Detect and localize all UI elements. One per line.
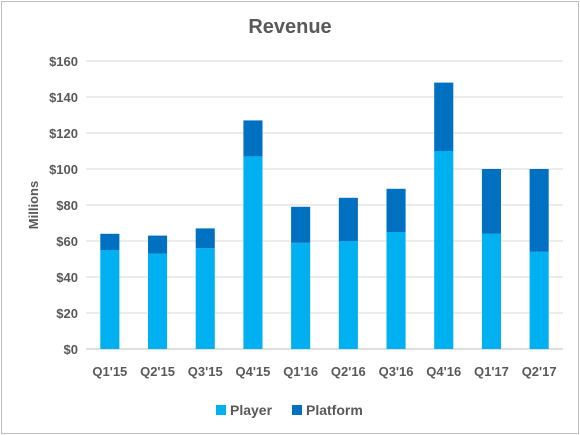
x-tick-label: Q1'15 [92, 364, 127, 379]
bar-player-2 [195, 248, 215, 349]
bars [100, 82, 549, 349]
x-tick-label: Q3'16 [379, 364, 414, 379]
bar-platform-1 [148, 235, 168, 254]
bar-player-1 [148, 253, 168, 349]
y-tick-label: $100 [49, 162, 78, 177]
bar-platform-0 [100, 233, 120, 250]
bar-player-5 [338, 241, 358, 349]
chart-title: Revenue [248, 16, 332, 38]
bar-player-9 [529, 251, 549, 349]
y-tick-label: $40 [56, 270, 78, 285]
bar-player-7 [434, 151, 454, 349]
bar-platform-9 [529, 169, 549, 252]
x-tick-label: Q1'16 [283, 364, 318, 379]
bar-player-8 [481, 233, 501, 349]
x-tick-label: Q4'15 [235, 364, 270, 379]
y-axis-ticks: $0 $20 $40 $60 $80 $100 $120 $140 $160 [49, 54, 78, 357]
y-tick-label: $140 [49, 90, 78, 105]
y-tick-label: $60 [56, 234, 78, 249]
bar-platform-8 [481, 169, 501, 234]
legend-swatch-platform [292, 405, 302, 415]
x-tick-label: Q4'16 [426, 364, 461, 379]
y-tick-label: $80 [56, 198, 78, 213]
y-tick-label: $160 [49, 54, 78, 69]
legend: Player Platform [216, 402, 363, 418]
bar-player-3 [243, 156, 263, 349]
y-tick-label: $20 [56, 306, 78, 321]
bar-player-4 [291, 242, 311, 349]
bar-platform-3 [243, 120, 263, 157]
x-tick-label: Q2'15 [140, 364, 175, 379]
x-tick-label: Q2'17 [522, 364, 557, 379]
y-tick-label: $120 [49, 126, 78, 141]
bar-platform-7 [434, 82, 454, 151]
x-axis-ticks: Q1'15 Q2'15 Q3'15 Q4'15 Q1'16 Q2'16 Q3'16 Q4'16… [92, 364, 556, 379]
y-axis-label: Millions [26, 181, 41, 229]
bar-platform-5 [338, 197, 358, 241]
bar-player-6 [386, 232, 406, 349]
x-tick-label: Q2'16 [331, 364, 366, 379]
legend-label-player: Player [230, 402, 273, 418]
x-tick-label: Q1'17 [474, 364, 509, 379]
bar-platform-2 [195, 228, 215, 249]
bar-platform-6 [386, 188, 406, 232]
x-tick-label: Q3'15 [188, 364, 223, 379]
bar-platform-4 [291, 206, 311, 243]
legend-swatch-player [216, 405, 226, 415]
bar-player-0 [100, 250, 120, 349]
y-tick-label: $0 [64, 342, 78, 357]
legend-label-platform: Platform [306, 402, 363, 418]
